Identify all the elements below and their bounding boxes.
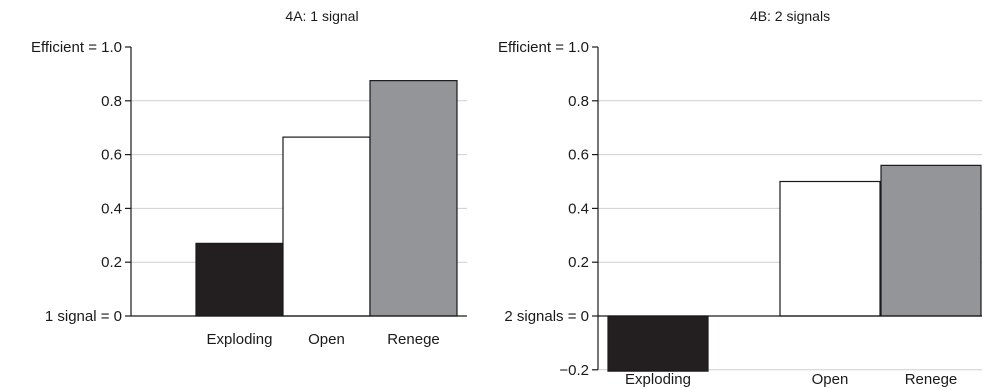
x-category-label: Open bbox=[308, 331, 345, 348]
chart-title: 4B: 2 signals bbox=[750, 8, 830, 24]
y-tick-label: 0.2 bbox=[101, 254, 122, 271]
y-tick-label: 0.8 bbox=[568, 93, 589, 110]
y-tick-label: −0.2 bbox=[559, 362, 589, 379]
y-tick-label: 1 signal = 0 bbox=[45, 308, 122, 325]
chart-title: 4A: 1 signal bbox=[285, 8, 358, 24]
y-tick-label: 0.4 bbox=[568, 200, 589, 217]
bar-exploding bbox=[607, 315, 709, 372]
bar-open bbox=[282, 136, 371, 317]
y-tick-label: 2 signals = 0 bbox=[504, 308, 589, 325]
y-tick-label: Efficient = 1.0 bbox=[31, 39, 122, 56]
y-tick-label: 0.2 bbox=[568, 254, 589, 271]
bar-exploding bbox=[195, 242, 284, 317]
bar-open bbox=[779, 180, 881, 317]
y-tick-label: 0.6 bbox=[101, 147, 122, 164]
y-tick-label: 0.8 bbox=[101, 93, 122, 110]
y-tick-label: 0.4 bbox=[101, 200, 122, 217]
chart-panel-4b: 4B: 2 signals −0.2 2 signals = 0 0.2 0.4 0.6 0… bbox=[498, 8, 982, 388]
x-category-label: Renege bbox=[905, 371, 958, 388]
chart-panel-4a: 4A: 1 signal 1 signal = 0 0.2 0.4 0.6 0.8 Effi… bbox=[31, 8, 467, 348]
bar-renege bbox=[880, 164, 982, 317]
x-category-label: Exploding bbox=[207, 331, 273, 348]
bar-renege bbox=[369, 80, 458, 317]
x-category-label: Open bbox=[812, 371, 849, 388]
y-tick-label: 0.6 bbox=[568, 147, 589, 164]
y-tick-label: Efficient = 1.0 bbox=[498, 39, 589, 56]
x-category-label: Renege bbox=[387, 331, 440, 348]
x-category-label: Exploding bbox=[625, 371, 691, 388]
